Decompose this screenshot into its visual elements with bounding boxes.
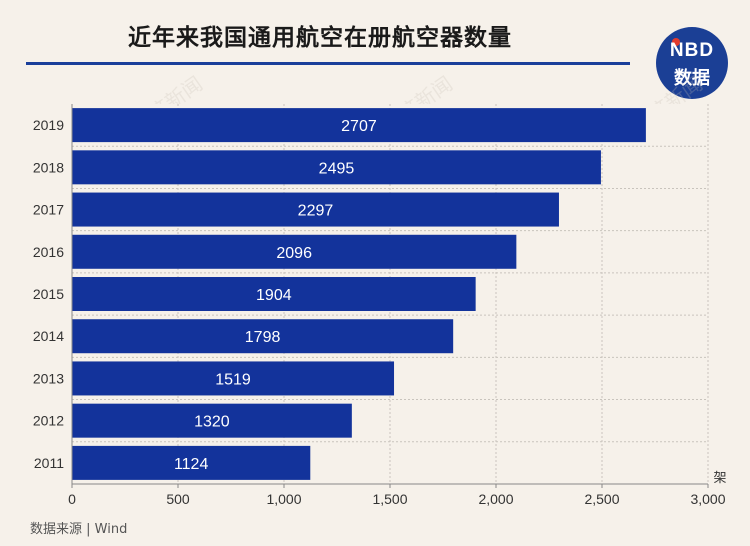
x-tick-label: 2,500 — [584, 491, 619, 507]
logo-data-text: 数据 — [674, 68, 710, 89]
bar-2013 — [72, 361, 395, 396]
y-tick-label: 2016 — [33, 244, 64, 260]
x-tick-label: 500 — [166, 491, 190, 507]
bar-2011 — [72, 445, 311, 480]
bar-value-label: 1320 — [194, 414, 230, 431]
x-tick-label: 0 — [68, 491, 76, 507]
x-tick-label: 2,000 — [478, 491, 513, 507]
chart-title: 近年来我国通用航空在册航空器数量 — [128, 25, 512, 51]
x-tick-label: 1,000 — [266, 491, 301, 507]
logo-red-dot — [672, 38, 680, 46]
x-tick-label: 1,500 — [372, 491, 407, 507]
bar-value-label: 1798 — [245, 329, 281, 346]
y-tick-label: 2013 — [33, 370, 64, 386]
y-tick-label: 2017 — [33, 202, 64, 218]
bar-value-label: 1904 — [256, 287, 292, 304]
x-axis-unit-label: 架 — [713, 471, 726, 486]
bar-2015 — [72, 277, 476, 311]
bar-2019 — [72, 108, 646, 143]
data-source-note: 数据来源 | Wind — [30, 522, 128, 537]
bar-value-label: 2707 — [341, 118, 377, 135]
bar-value-label: 2096 — [276, 245, 312, 262]
bar-value-label: 2495 — [319, 160, 355, 177]
bar-2014 — [72, 319, 454, 354]
nbd-data-logo: NBD 数据 — [656, 27, 728, 99]
y-tick-label: 2012 — [33, 413, 64, 429]
bar-2016 — [72, 234, 517, 269]
bar-2017 — [72, 192, 559, 227]
y-tick-label: 2019 — [33, 117, 64, 133]
title-underline — [26, 62, 630, 65]
bar-value-label: 1124 — [174, 456, 209, 473]
bar-2018 — [72, 150, 601, 185]
bar-value-label: 1519 — [215, 371, 251, 388]
y-tick-label: 2011 — [34, 455, 64, 471]
bar-value-label: 2297 — [298, 203, 334, 220]
y-tick-label: 2014 — [33, 328, 64, 344]
bar-2012 — [72, 403, 352, 438]
y-tick-label: 2018 — [33, 159, 64, 175]
logo-nbd-text: NBD — [669, 40, 715, 61]
y-tick-label: 2015 — [33, 286, 64, 302]
x-tick-label: 3,000 — [690, 491, 725, 507]
